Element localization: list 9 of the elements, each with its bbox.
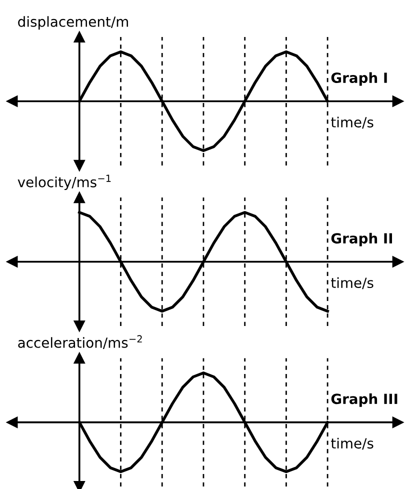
text: Graph II xyxy=(331,232,392,246)
series-label: Graph I xyxy=(331,72,387,86)
x-axis-title: time/s xyxy=(331,438,374,450)
x-axis-title: time/s xyxy=(331,116,374,129)
y-axis-title: velocity/ms$^{−1}$ xyxy=(18,174,111,190)
y-axis-title: displacement/m xyxy=(18,16,128,30)
y-axis-title: acceleration/ms$^{−2}$ xyxy=(18,335,142,349)
x-axis-title: time/s xyxy=(331,277,374,290)
series-label: Graph III xyxy=(331,393,398,407)
